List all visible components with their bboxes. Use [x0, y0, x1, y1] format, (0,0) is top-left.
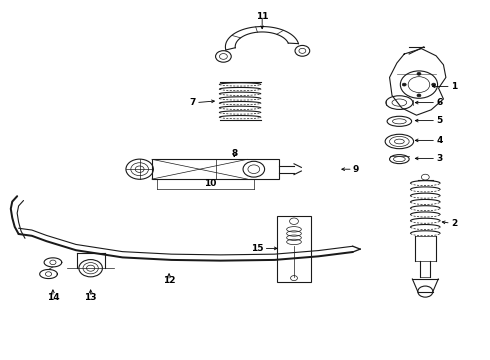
- Text: 11: 11: [256, 12, 269, 21]
- Text: 2: 2: [451, 219, 457, 228]
- Text: 7: 7: [190, 98, 196, 107]
- Text: 4: 4: [436, 136, 442, 145]
- Text: 10: 10: [204, 179, 217, 188]
- Text: 9: 9: [353, 165, 359, 174]
- Text: 5: 5: [436, 116, 442, 125]
- Text: 8: 8: [231, 149, 237, 158]
- Circle shape: [402, 83, 406, 86]
- Text: 12: 12: [163, 276, 175, 285]
- Text: 13: 13: [84, 292, 97, 302]
- Circle shape: [417, 94, 421, 97]
- Text: 3: 3: [436, 154, 442, 163]
- Bar: [152, 159, 279, 179]
- Text: 1: 1: [451, 82, 457, 91]
- Circle shape: [417, 72, 421, 75]
- Circle shape: [432, 83, 436, 86]
- Text: 6: 6: [436, 98, 442, 107]
- Text: 14: 14: [47, 292, 59, 302]
- Bar: [277, 216, 311, 282]
- Text: 15: 15: [251, 244, 264, 253]
